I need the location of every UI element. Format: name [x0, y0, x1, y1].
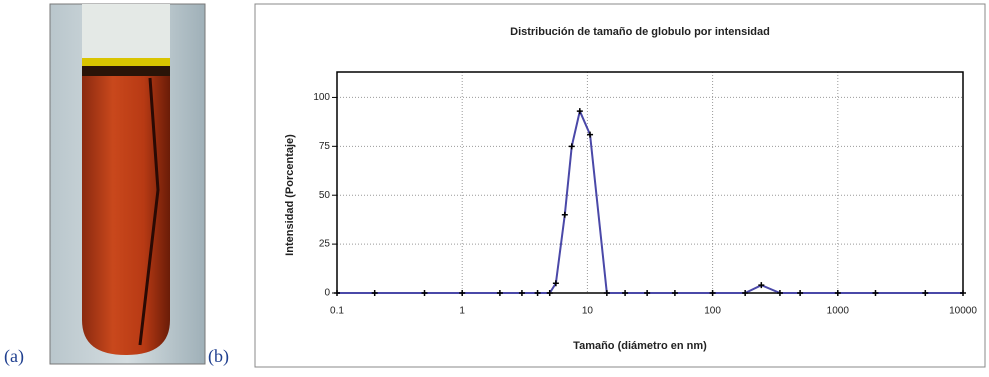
point-marker	[960, 290, 966, 296]
oil-layer	[82, 58, 170, 66]
point-marker	[561, 211, 568, 218]
tube-top	[82, 4, 170, 62]
point-marker	[371, 290, 378, 296]
point-marker	[546, 290, 553, 296]
point-marker	[421, 290, 428, 296]
point-marker	[834, 290, 841, 296]
x-tick-label: 10	[582, 306, 594, 317]
x-tick-label: 100	[704, 306, 721, 317]
point-marker	[872, 290, 879, 296]
tube-streak	[138, 77, 160, 346]
panel-label: (a)	[4, 346, 24, 367]
x-tick-label: 1	[459, 306, 465, 317]
x-tick-label: 0.1	[330, 306, 344, 317]
point-marker	[742, 290, 749, 296]
point-marker	[776, 290, 783, 296]
panel-label: (b)	[208, 346, 229, 367]
chart-title: Distribución de tamaño de globulo por in…	[510, 26, 770, 38]
y-tick-label: 25	[319, 239, 331, 250]
interface	[82, 66, 170, 76]
chart-frame	[254, 3, 986, 368]
point-marker	[922, 290, 929, 296]
series-line	[337, 107, 963, 294]
point-marker	[797, 290, 804, 296]
x-axis-label: Tamaño (diámetro en nm)	[573, 340, 707, 352]
point-marker	[644, 290, 651, 296]
point-marker	[587, 131, 594, 138]
x-tick-label: 1000	[827, 306, 850, 317]
point-marker	[534, 290, 541, 296]
point-marker	[622, 290, 629, 296]
y-axis-label: Intensidad (Porcentaje)	[284, 134, 296, 256]
x-tick-label: 10000	[949, 306, 977, 317]
point-marker	[334, 290, 340, 296]
point-marker	[459, 290, 466, 296]
y-tick-label: 0	[324, 288, 330, 299]
point-marker	[496, 290, 503, 296]
point-marker	[552, 280, 559, 287]
y-tick-label: 50	[319, 190, 331, 201]
point-marker	[603, 290, 610, 296]
point-marker	[568, 143, 575, 150]
point-marker	[671, 290, 678, 296]
point-marker	[758, 282, 765, 289]
y-tick-label: 100	[313, 92, 330, 103]
tube-liquid	[82, 76, 170, 355]
point-marker	[576, 108, 583, 115]
point-marker	[709, 290, 716, 296]
point-marker	[518, 290, 525, 296]
y-tick-label: 75	[319, 141, 331, 152]
